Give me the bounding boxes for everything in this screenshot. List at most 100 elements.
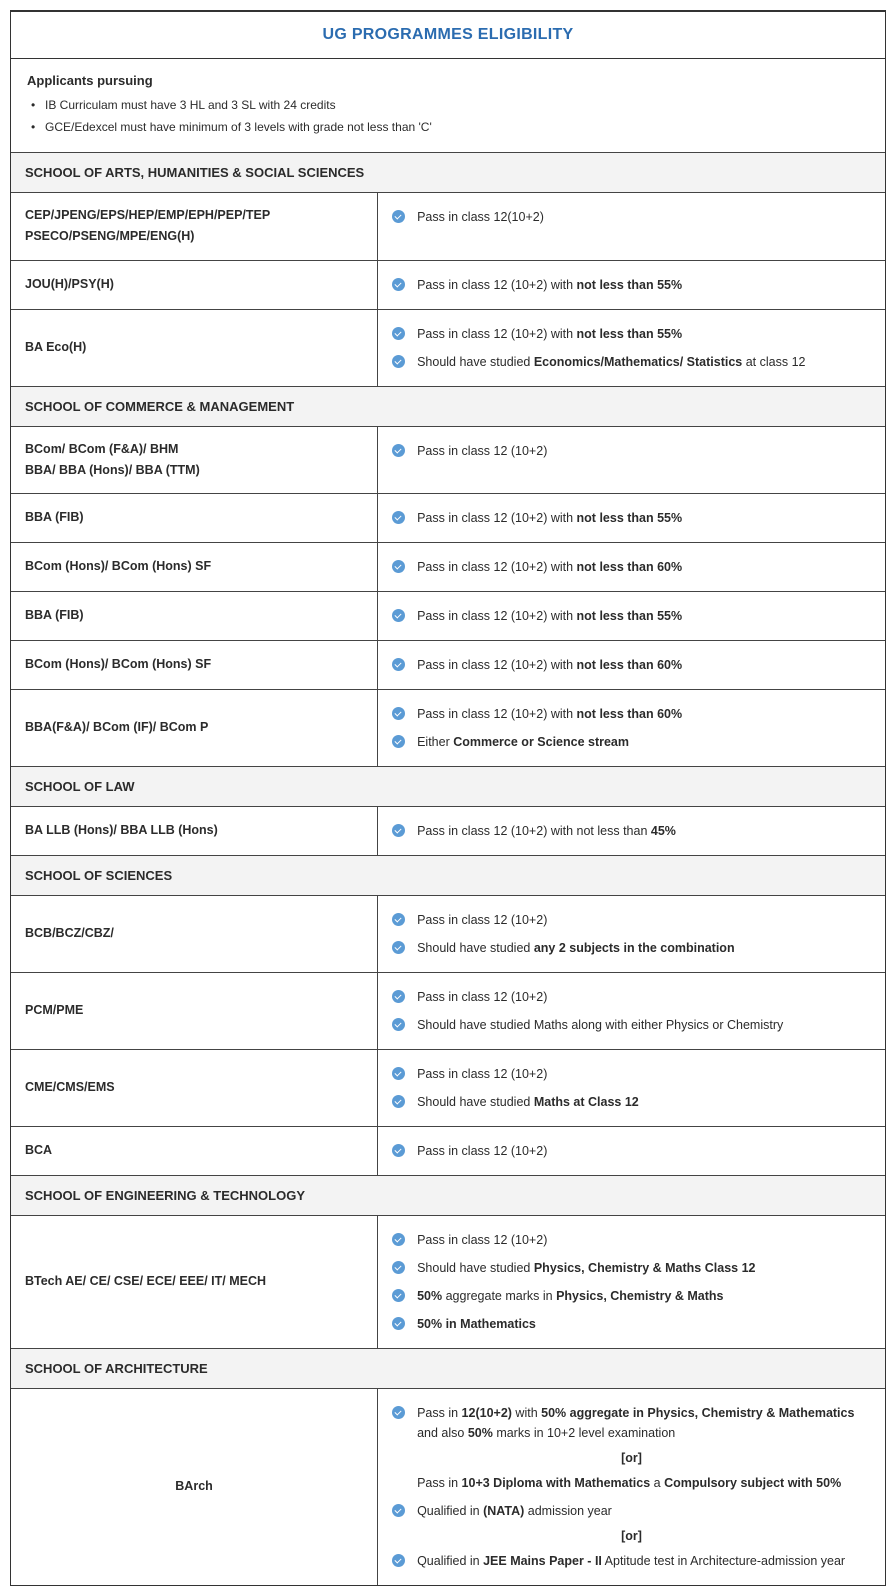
requirement-item: Pass in class 12 (10+2) with not less th… xyxy=(392,504,871,532)
check-icon xyxy=(392,1261,405,1274)
check-icon xyxy=(392,1144,405,1157)
requirements-cell: Pass in class 12(10+2) xyxy=(378,193,885,260)
requirement-item: Pass in class 12 (10+2) with not less th… xyxy=(392,553,871,581)
requirement-item: Should have studied Maths along with eit… xyxy=(392,1011,871,1039)
check-icon xyxy=(392,990,405,1003)
requirement-item: Pass in class 12 (10+2) with not less th… xyxy=(392,602,871,630)
requirement-item: Pass in class 12 (10+2) with not less th… xyxy=(392,271,871,299)
requirement-text: Pass in class 12 (10+2) xyxy=(417,1230,871,1250)
requirement-text: Pass in class 12 (10+2) with not less th… xyxy=(417,508,871,528)
program-name-cell: BBA (FIB) xyxy=(11,592,378,640)
check-icon xyxy=(392,707,405,720)
school-header: SCHOOL OF ARCHITECTURE xyxy=(11,1349,885,1389)
requirement-text: Pass in class 12 (10+2) with not less th… xyxy=(417,324,871,344)
requirement-item: Pass in class 12 (10+2) with not less th… xyxy=(392,700,871,728)
requirement-text: Pass in class 12 (10+2) with not less th… xyxy=(417,275,871,295)
requirement-text: Pass in class 12 (10+2) xyxy=(417,441,871,461)
requirement-item: Pass in 12(10+2) with 50% aggregate in P… xyxy=(392,1399,871,1447)
requirement-text: Qualified in JEE Mains Paper - II Aptitu… xyxy=(417,1551,871,1571)
requirements-cell: Pass in class 12 (10+2) with not less th… xyxy=(378,543,885,591)
program-name-cell: BCom (Hons)/ BCom (Hons) SF xyxy=(11,543,378,591)
program-row: BCom (Hons)/ BCom (Hons) SFPass in class… xyxy=(11,641,885,690)
program-row: BA LLB (Hons)/ BBA LLB (Hons) Pass in cla… xyxy=(11,807,885,856)
requirements-cell: Pass in class 12 (10+2) with not less th… xyxy=(378,641,885,689)
requirement-text: Pass in class 12 (10+2) with not less th… xyxy=(417,821,871,841)
intro-bullet: GCE/Edexcel must have minimum of 3 level… xyxy=(31,116,869,138)
program-row: BCB/BCZ/CBZ/Pass in class 12 (10+2)Shoul… xyxy=(11,896,885,973)
requirement-text: Pass in class 12(10+2) xyxy=(417,207,871,227)
program-name-cell: BA Eco(H) xyxy=(11,310,378,386)
requirement-text: Pass in class 12 (10+2) xyxy=(417,910,871,930)
check-icon xyxy=(392,1504,405,1517)
requirements-cell: Pass in class 12 (10+2) with not less th… xyxy=(378,261,885,309)
requirement-item: Should have studied Physics, Chemistry &… xyxy=(392,1254,871,1282)
requirements-list: Pass in class 12 (10+2) with not less th… xyxy=(392,651,871,679)
program-row: BTech AE/ CE/ CSE/ ECE/ EEE/ IT/ MECHPas… xyxy=(11,1216,885,1349)
check-icon xyxy=(392,444,405,457)
requirements-cell: Pass in class 12 (10+2) Should have studi… xyxy=(378,1050,885,1126)
program-name-cell: PCM/PME xyxy=(11,973,378,1049)
requirements-list: Pass in class 12 (10+2) with not less th… xyxy=(392,817,871,845)
program-name-cell: BA LLB (Hons)/ BBA LLB (Hons) xyxy=(11,807,378,855)
requirement-item: Pass in class 12 (10+2) with not less th… xyxy=(392,651,871,679)
program-row: BBA (FIB) Pass in class 12 (10+2) with no… xyxy=(11,592,885,641)
requirement-item: Pass in class 12 (10+2) xyxy=(392,983,871,1011)
check-icon xyxy=(392,210,405,223)
requirement-item: Either Commerce or Science stream xyxy=(392,728,871,756)
requirements-list: Pass in class 12 (10+2) Should have studi… xyxy=(392,1060,871,1116)
school-header: SCHOOL OF COMMERCE & MANAGEMENT xyxy=(11,387,885,427)
program-row: BA Eco(H) Pass in class 12 (10+2) with no… xyxy=(11,310,885,387)
requirement-text: Pass in class 12 (10+2) xyxy=(417,1141,871,1161)
program-name-cell: CME/CMS/EMS xyxy=(11,1050,378,1126)
program-row: BCom/ BCom (F&A)/ BHMBBA/ BBA (Hons)/ BB… xyxy=(11,427,885,495)
program-name-cell: CEP/JPENG/EPS/HEP/EMP/EPH/PEP/TEPPSECO/P… xyxy=(11,193,378,260)
requirement-text: Should have studied Physics, Chemistry &… xyxy=(417,1258,871,1278)
check-icon xyxy=(392,824,405,837)
check-icon xyxy=(392,609,405,622)
requirement-item: Qualified in (NATA) admission year xyxy=(392,1497,871,1525)
requirement-item: Qualified in JEE Mains Paper - II Aptitu… xyxy=(392,1547,871,1575)
program-name-cell: BTech AE/ CE/ CSE/ ECE/ EEE/ IT/ MECH xyxy=(11,1216,378,1348)
program-name-cell: BBA (FIB) xyxy=(11,494,378,542)
requirement-item: Pass in class 12 (10+2) xyxy=(392,1137,871,1165)
program-row: PCM/PME Pass in class 12 (10+2)Should hav… xyxy=(11,973,885,1050)
check-icon xyxy=(392,913,405,926)
requirement-text: Should have studied any 2 subjects in th… xyxy=(417,938,871,958)
check-icon xyxy=(392,1095,405,1108)
check-icon xyxy=(392,735,405,748)
requirements-list: Pass in class 12 (10+2) xyxy=(392,437,871,465)
requirement-item: Should have studied Maths at Class 12 xyxy=(392,1088,871,1116)
check-icon xyxy=(392,1289,405,1302)
requirements-cell: Pass in class 12 (10+2) with not less th… xyxy=(378,592,885,640)
requirement-item: Pass in class 12 (10+2) with not less th… xyxy=(392,320,871,348)
page-title: UG PROGRAMMES ELIGIBILITY xyxy=(11,12,885,59)
requirement-item: Pass in class 12 (10+2) with not less th… xyxy=(392,817,871,845)
requirement-text: Pass in class 12 (10+2) with not less th… xyxy=(417,606,871,626)
requirement-text: Should have studied Maths at Class 12 xyxy=(417,1092,871,1112)
requirement-item: Pass in 10+3 Diploma with Mathematics a … xyxy=(392,1469,871,1497)
requirement-item: 50% in Mathematics xyxy=(392,1310,871,1338)
program-row: CME/CMS/EMS Pass in class 12 (10+2) Should… xyxy=(11,1050,885,1127)
requirement-text: Qualified in (NATA) admission year xyxy=(417,1501,871,1521)
requirements-cell: Pass in class 12 (10+2) Should have studi… xyxy=(378,896,885,972)
requirement-text: Pass in class 12 (10+2) xyxy=(417,1064,871,1084)
program-row: CEP/JPENG/EPS/HEP/EMP/EPH/PEP/TEPPSECO/P… xyxy=(11,193,885,261)
program-name-cell: BArch xyxy=(11,1389,378,1585)
requirements-cell: Pass in class 12 (10+2) with not less th… xyxy=(378,807,885,855)
requirement-text: Pass in class 12 (10+2) with not less th… xyxy=(417,655,871,675)
requirement-text: Pass in class 12 (10+2) with not less th… xyxy=(417,704,871,724)
requirement-item: Pass in class 12 (10+2) xyxy=(392,906,871,934)
eligibility-table: UG PROGRAMMES ELIGIBILITY Applicants pur… xyxy=(10,10,886,1586)
check-icon xyxy=(392,355,405,368)
requirement-item: 50% aggregate marks in Physics, Chemistr… xyxy=(392,1282,871,1310)
requirement-item: Pass in class 12 (10+2) xyxy=(392,1060,871,1088)
program-row: JOU(H)/PSY(H)Pass in class 12 (10+2) wit… xyxy=(11,261,885,310)
program-name-cell: BCA xyxy=(11,1127,378,1175)
requirements-cell: Pass in 12(10+2) with 50% aggregate in P… xyxy=(378,1389,885,1585)
check-icon xyxy=(392,1018,405,1031)
program-name-cell: BCom/ BCom (F&A)/ BHMBBA/ BBA (Hons)/ BB… xyxy=(11,427,378,494)
school-header: SCHOOL OF ENGINEERING & TECHNOLOGY xyxy=(11,1176,885,1216)
check-icon xyxy=(392,1554,405,1567)
requirement-item: Should have studied any 2 subjects in th… xyxy=(392,934,871,962)
requirements-list: Pass in class 12 (10+2) Should have studi… xyxy=(392,1226,871,1338)
